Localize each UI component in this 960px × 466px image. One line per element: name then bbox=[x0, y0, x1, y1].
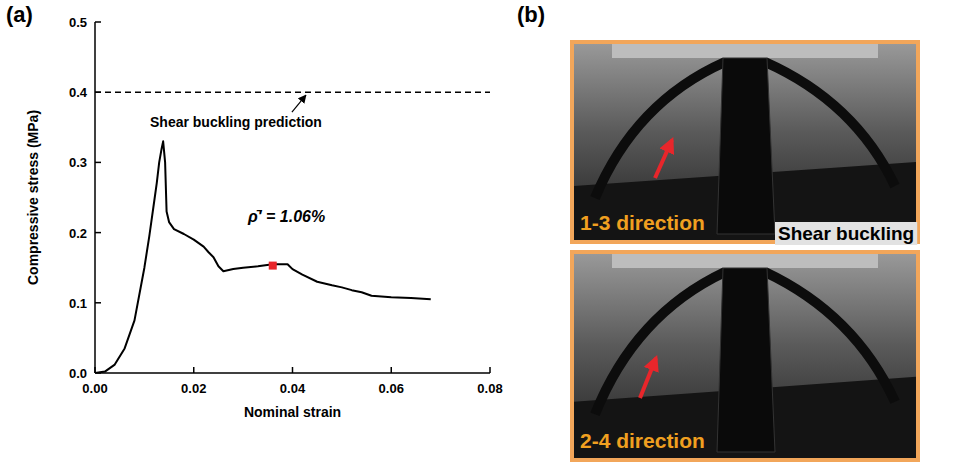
figure: (a) 0.00 0.02 0.04 0.06 0.08 0.0 0.1 0.2 0.3 0.4 0.… bbox=[0, 0, 960, 466]
panel-label: (a) bbox=[6, 2, 33, 27]
panel-label: (b) bbox=[517, 2, 545, 27]
specimen-leg bbox=[765, 62, 895, 186]
y-tick-label: 0.5 bbox=[69, 15, 87, 30]
y-axis-title: Compressive stress (MPa) bbox=[25, 110, 41, 285]
x-tick bbox=[193, 367, 195, 373]
x-tick bbox=[391, 367, 393, 373]
x-tick bbox=[489, 367, 491, 373]
specimen-leg bbox=[765, 272, 895, 402]
x-tick-label: 0.08 bbox=[477, 381, 502, 396]
y-tick bbox=[95, 21, 101, 23]
caption-text: Shear buckling bbox=[778, 223, 914, 244]
loading-plate bbox=[612, 254, 878, 268]
photo: 1-3 direction bbox=[572, 42, 918, 242]
direction-label: 1-3 direction bbox=[580, 211, 705, 234]
x-tick-label: 0.06 bbox=[379, 381, 404, 396]
y-tick-label: 0.0 bbox=[69, 366, 87, 381]
density-annotation: ρ̄′ = 1.06% bbox=[247, 208, 325, 225]
photo: 2-4 direction bbox=[572, 252, 918, 460]
caption: Shear buckling bbox=[775, 222, 917, 245]
stress-curve bbox=[95, 141, 431, 373]
y-tick-label: 0.3 bbox=[69, 155, 87, 170]
photo-frame bbox=[572, 42, 918, 242]
reference-line bbox=[95, 91, 490, 93]
specimen-leg bbox=[595, 62, 725, 198]
direction-label: 2-4 direction bbox=[580, 429, 705, 452]
reference-label: Shear buckling prediction bbox=[150, 114, 322, 130]
reference-arrow bbox=[292, 95, 306, 112]
y-tick-label: 0.4 bbox=[69, 85, 88, 100]
specimen-leg bbox=[595, 272, 725, 414]
y-tick-label: 0.1 bbox=[69, 296, 87, 311]
caption-box bbox=[775, 222, 917, 245]
y-tick-label: 0.2 bbox=[69, 226, 87, 241]
x-tick bbox=[292, 367, 294, 373]
y-tick bbox=[95, 302, 101, 304]
direction-arrow bbox=[640, 358, 656, 398]
y-axis bbox=[94, 22, 96, 373]
face-sheet bbox=[717, 58, 775, 234]
x-tick-label: 0.02 bbox=[181, 381, 206, 396]
x-tick-label: 0.00 bbox=[82, 381, 107, 396]
x-tick-label: 0.04 bbox=[280, 381, 306, 396]
loading-plate bbox=[612, 44, 878, 58]
direction-arrow bbox=[655, 140, 672, 178]
photo-frame bbox=[572, 252, 918, 460]
face-sheet bbox=[717, 268, 775, 452]
x-axis-title: Nominal strain bbox=[244, 404, 341, 420]
y-tick bbox=[95, 232, 101, 234]
highlight-marker bbox=[269, 262, 277, 270]
y-tick bbox=[95, 162, 101, 164]
plot-marks bbox=[95, 92, 490, 373]
